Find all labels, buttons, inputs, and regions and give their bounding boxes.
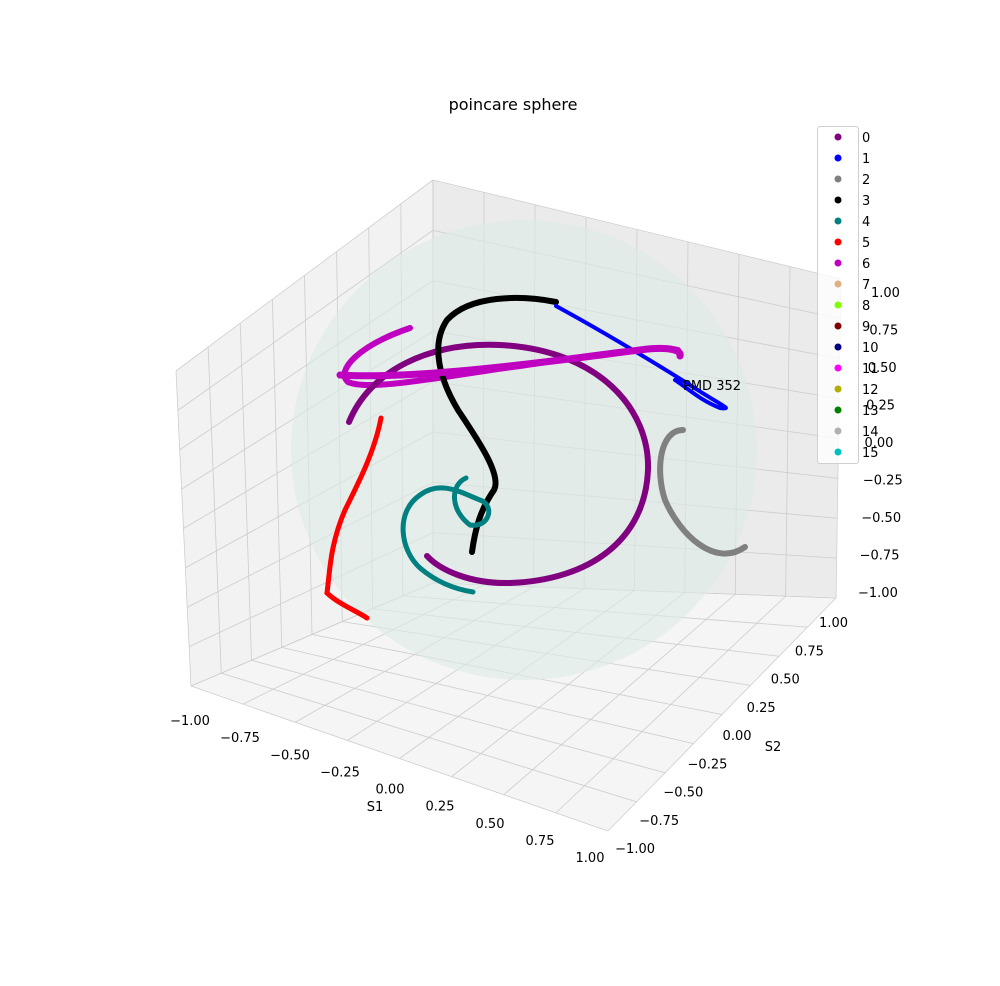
chart-title: poincare sphere <box>449 95 578 114</box>
legend-marker <box>834 385 842 393</box>
z-tick-label: −0.50 <box>861 511 901 526</box>
legend-marker <box>834 175 842 183</box>
y-tick-label: 1.00 <box>819 616 848 631</box>
x-tick-label: −0.50 <box>270 748 310 763</box>
y-tick-label: 0.00 <box>723 729 752 744</box>
annotation-pmd: PMD 352 <box>683 379 741 394</box>
legend-marker <box>834 217 842 225</box>
legend-marker <box>834 406 842 414</box>
trajectory-2 <box>657 427 748 557</box>
sphere-surface <box>291 220 757 680</box>
sphere <box>291 220 757 680</box>
grid-line-floor-x <box>607 597 837 832</box>
z-tick-label: −0.75 <box>860 549 900 564</box>
legend-marker <box>834 427 842 435</box>
legend-label: 10 <box>862 341 879 356</box>
legend-label: 13 <box>862 404 879 419</box>
y-tick-label: 0.75 <box>795 644 824 659</box>
legend-label: 1 <box>862 152 870 167</box>
z-tick-label: 0.50 <box>868 361 897 376</box>
z-tick-label: −1.00 <box>858 586 898 601</box>
x-tick-label: 1.00 <box>576 851 605 866</box>
legend-marker <box>834 364 842 372</box>
legend-marker <box>834 448 842 456</box>
z-tick-label: 0.00 <box>865 436 894 451</box>
legend-label: 8 <box>862 299 870 314</box>
legend-label: 14 <box>862 425 879 440</box>
legend-label: 11 <box>862 362 879 377</box>
x-tick-label: 0.75 <box>526 834 555 849</box>
y-tick-label: −0.25 <box>688 757 728 772</box>
legend-label: 15 <box>862 446 879 461</box>
legend-marker <box>834 301 842 309</box>
grid-line-back-v <box>785 266 791 597</box>
legend-label: 12 <box>862 383 879 398</box>
y-tick-label: 0.25 <box>747 701 776 716</box>
legend-label: 6 <box>862 257 870 272</box>
trajectory-1 <box>554 304 728 411</box>
legend-label: 4 <box>862 215 870 230</box>
z-tick-label: 0.75 <box>869 324 898 339</box>
axes-labels: poincare sphere S1 S2 PMD 352 <box>367 95 782 815</box>
z-tick-label: −0.25 <box>863 474 903 489</box>
legend-marker <box>834 238 842 246</box>
legend-label: 7 <box>862 278 870 293</box>
legend-label: 3 <box>862 194 870 209</box>
trajectory-5 <box>324 415 384 621</box>
trajectories <box>324 295 748 621</box>
legend-label: 0 <box>862 131 870 146</box>
legend-label: 2 <box>862 173 870 188</box>
grid-line-floor-x <box>555 595 786 814</box>
grid-line-floor-x <box>503 593 736 796</box>
x-tick-label: 0.00 <box>376 783 405 798</box>
z-tick-label: 1.00 <box>871 286 900 301</box>
y-tick-label: −1.00 <box>615 842 655 857</box>
legend-marker <box>834 280 842 288</box>
y-tick-label: −0.75 <box>639 814 679 829</box>
legend-marker <box>834 154 842 162</box>
legend-label: 9 <box>862 320 870 335</box>
x-tick-label: 0.50 <box>476 817 505 832</box>
y-axis-label: S2 <box>765 740 782 755</box>
x-tick-label: −1.00 <box>170 714 210 729</box>
legend-marker <box>834 343 842 351</box>
legend-marker <box>834 259 842 267</box>
trajectory-6-right <box>336 344 684 380</box>
legend-marker <box>834 133 842 141</box>
tick-labels: −1.00 −0.75 −0.50 −0.25 0.00 0.25 0.50 0.75 1.00… <box>170 286 903 866</box>
x-axis-label: S1 <box>367 800 384 815</box>
y-tick-label: 0.50 <box>771 673 800 688</box>
legend-label: 5 <box>862 236 870 251</box>
z-tick-label: 0.25 <box>866 399 895 414</box>
x-tick-label: 0.25 <box>426 800 455 815</box>
x-tick-label: −0.75 <box>220 731 260 746</box>
legend-marker <box>834 322 842 330</box>
y-tick-label: −0.50 <box>663 786 703 801</box>
legend-marker <box>834 196 842 204</box>
trajectory-4 <box>400 475 492 595</box>
x-tick-label: −0.25 <box>320 765 360 780</box>
